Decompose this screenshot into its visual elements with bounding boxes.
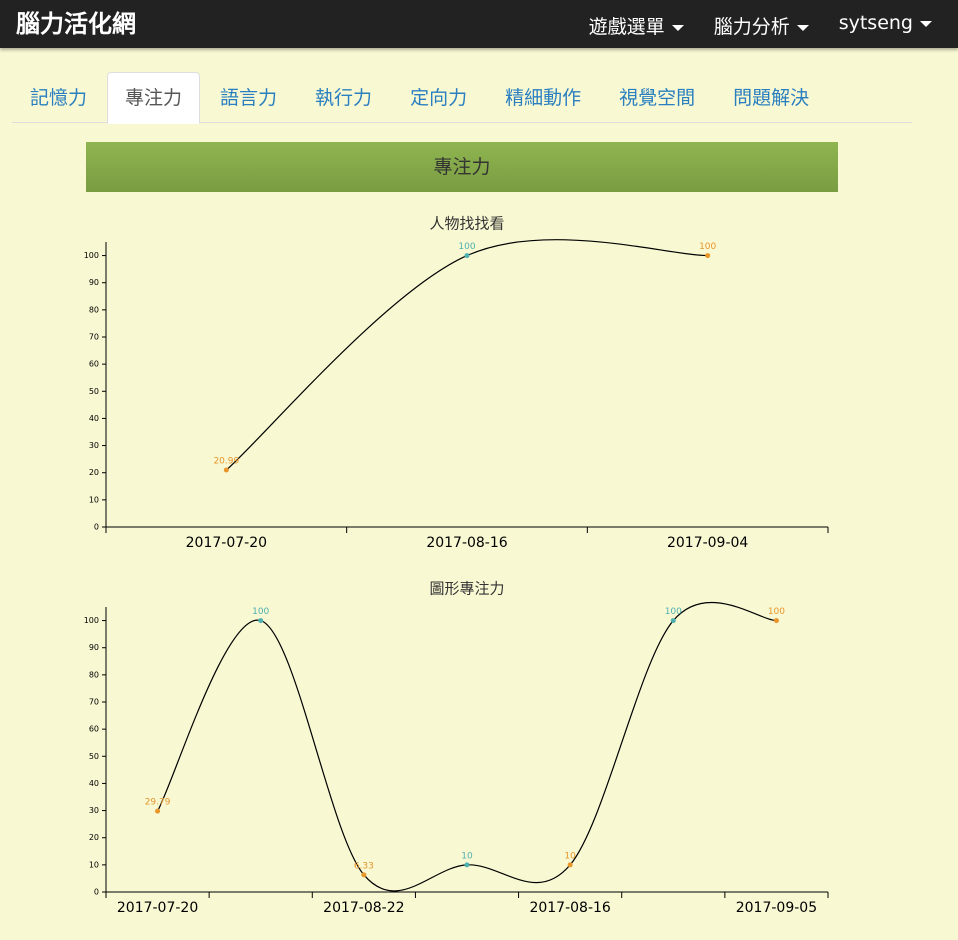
tab[interactable]: 專注力 xyxy=(107,72,201,124)
tab[interactable]: 定向力 xyxy=(410,87,468,109)
y-tick-label: 0 xyxy=(94,888,99,897)
tab[interactable]: 精細動作 xyxy=(505,87,582,109)
tab[interactable]: 語言力 xyxy=(220,87,278,109)
point xyxy=(567,862,573,868)
y-tick-label: 80 xyxy=(89,305,99,314)
x-tick-label: 2017-08-16 xyxy=(426,535,507,551)
line xyxy=(157,601,777,892)
y-tick-label: 90 xyxy=(89,643,99,652)
nav-menu[interactable]: 腦力分析 xyxy=(714,12,809,39)
chart-title: 人物找找看 xyxy=(429,215,504,233)
tab[interactable]: 記憶力 xyxy=(30,87,88,109)
x-tick-label: 2017-09-04 xyxy=(667,535,748,551)
y-tick-label: 70 xyxy=(89,333,99,342)
point xyxy=(670,618,676,624)
y-tick-label: 30 xyxy=(89,441,99,450)
point xyxy=(773,618,779,624)
brand[interactable]: 腦力活化網 xyxy=(16,10,136,38)
nav-menu[interactable]: sytseng xyxy=(839,12,932,39)
chart-title: 圖形專注力 xyxy=(429,580,504,598)
data-label: 20.99 xyxy=(213,457,239,467)
x-tick-label: 2017-08-16 xyxy=(529,900,610,916)
data-label: 10 xyxy=(564,851,576,861)
data-label: 100 xyxy=(768,607,785,617)
y-tick-label: 20 xyxy=(89,833,99,842)
data-label: 100 xyxy=(699,242,716,252)
data-label: 29.79 xyxy=(145,798,171,808)
y-tick-label: 100 xyxy=(84,616,99,625)
y-tick-label: 50 xyxy=(89,752,99,761)
y-tick-label: 20 xyxy=(89,468,99,477)
y-tick-label: 0 xyxy=(94,523,99,532)
tabs: 記憶力 專注力 語言力 執行力 定向力 精細動作 視覺空間 問題解決 xyxy=(12,72,912,124)
tab[interactable]: 視覺空間 xyxy=(619,87,696,109)
line xyxy=(225,239,708,471)
tab[interactable]: 執行力 xyxy=(315,87,373,109)
y-tick-label: 10 xyxy=(89,860,99,869)
y-tick-label: 40 xyxy=(89,779,99,788)
point xyxy=(258,618,264,624)
navbar: 腦力活化網 遊戲選單 腦力分析 sytseng xyxy=(0,0,958,48)
y-tick-label: 10 xyxy=(89,495,99,504)
y-tick-label: 60 xyxy=(89,725,99,734)
y-tick-label: 50 xyxy=(89,387,99,396)
x-tick-label: 2017-07-20 xyxy=(117,900,198,916)
point xyxy=(155,808,161,814)
point xyxy=(464,862,470,868)
point xyxy=(705,253,711,259)
y-tick-label: 90 xyxy=(89,278,99,287)
x-tick-label: 2017-07-20 xyxy=(186,535,267,551)
data-label: 6.33 xyxy=(354,861,374,871)
x-tick-label: 2017-09-05 xyxy=(736,900,817,916)
data-label: 100 xyxy=(665,607,682,617)
x-tick-label: 2017-08-22 xyxy=(323,900,404,916)
point xyxy=(223,467,229,473)
tab[interactable]: 問題解決 xyxy=(733,87,810,109)
data-label: 10 xyxy=(461,851,473,861)
section-title: 專注力 xyxy=(86,142,838,192)
menus: 遊戲選單 腦力分析 sytseng xyxy=(589,12,932,39)
nav-menu[interactable]: 遊戲選單 xyxy=(589,12,684,39)
point xyxy=(361,872,367,878)
point xyxy=(464,253,470,259)
data-label: 100 xyxy=(252,607,269,617)
y-tick-label: 40 xyxy=(89,414,99,423)
y-tick-label: 80 xyxy=(89,670,99,679)
data-label: 100 xyxy=(458,242,475,252)
y-tick-label: 60 xyxy=(89,360,99,369)
y-tick-label: 100 xyxy=(84,251,99,260)
y-tick-label: 30 xyxy=(89,806,99,815)
y-tick-label: 70 xyxy=(89,698,99,707)
